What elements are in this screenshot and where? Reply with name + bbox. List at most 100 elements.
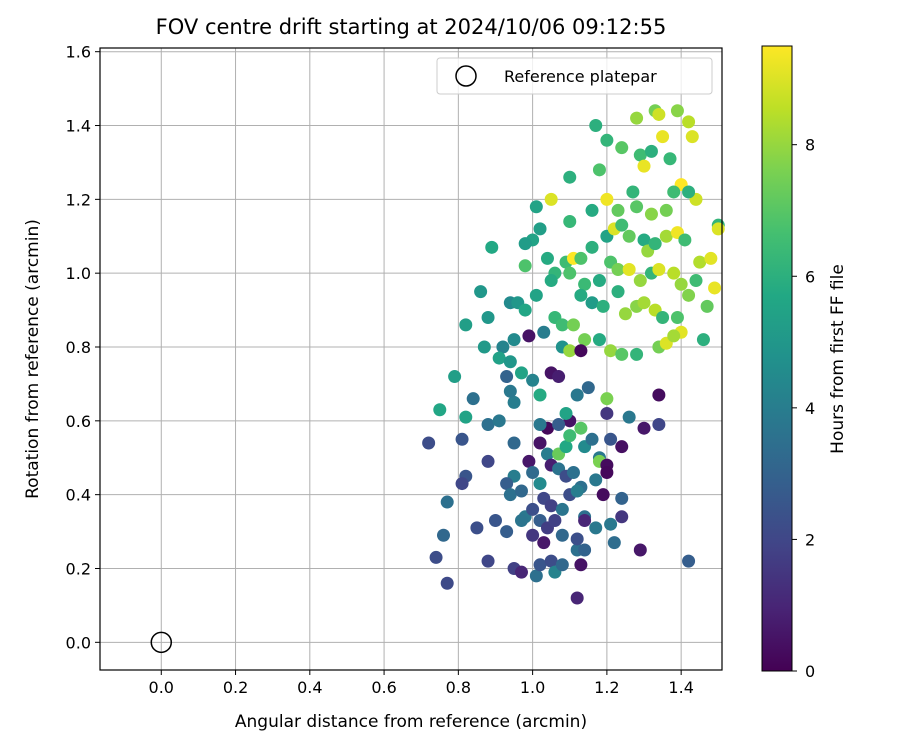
scatter-point	[526, 466, 540, 480]
colorbar-tick-label: 0	[805, 662, 815, 681]
scatter-point	[615, 510, 629, 524]
x-tick-label: 1.4	[668, 678, 693, 697]
scatter-point	[600, 192, 614, 206]
scatter-point	[503, 488, 517, 502]
scatter-point	[578, 277, 592, 291]
scatter-point	[552, 418, 566, 432]
scatter-point	[500, 525, 514, 539]
scatter-point	[630, 347, 644, 361]
scatter-point	[570, 532, 584, 546]
scatter-point	[459, 318, 473, 332]
plot-frame	[99, 47, 723, 671]
scatter-point	[682, 185, 696, 199]
scatter-point	[488, 513, 502, 527]
scatter-point	[600, 392, 614, 406]
scatter-point	[585, 203, 599, 217]
x-tick-label: 1.2	[594, 678, 619, 697]
scatter-point	[611, 262, 625, 276]
scatter-point	[537, 536, 551, 550]
scatter-point	[589, 521, 603, 535]
scatter-point	[656, 130, 670, 144]
scatter-point	[514, 366, 528, 380]
scatter-point	[555, 318, 569, 332]
scatter-point	[630, 200, 644, 214]
scatter-point	[637, 296, 651, 310]
scatter-point	[689, 274, 703, 288]
scatter-point	[700, 299, 714, 313]
scatter-point	[682, 554, 696, 568]
scatter-point	[596, 299, 610, 313]
legend-reference-icon	[455, 65, 477, 87]
reference-platepar-marker	[150, 631, 173, 654]
scatter-point	[589, 119, 603, 133]
scatter-point	[514, 565, 528, 579]
scatter-point	[436, 528, 450, 542]
scatter-point	[585, 240, 599, 254]
scatter-point	[637, 421, 651, 435]
reference-marker	[150, 631, 173, 654]
scatter-point	[529, 288, 543, 302]
scatter-point	[615, 141, 629, 155]
scatter-point	[518, 259, 532, 273]
scatter-point	[459, 410, 473, 424]
colorbar-tick-label: 2	[805, 530, 815, 549]
scatter-point	[637, 233, 651, 247]
chart-title: FOV centre drift starting at 2024/10/06 …	[156, 15, 667, 39]
scatter-point	[570, 484, 584, 498]
scatter-point	[533, 436, 547, 450]
y-tick-label: 1.4	[66, 117, 91, 136]
scatter-point	[526, 502, 540, 516]
scatter-point	[585, 432, 599, 446]
scatter-point	[533, 388, 547, 402]
scatter-point	[563, 344, 577, 358]
scatter-point	[585, 296, 599, 310]
scatter-point	[514, 513, 528, 527]
scatter-point	[522, 329, 536, 343]
scatter-point	[589, 473, 603, 487]
scatter-point	[615, 440, 629, 454]
scatter-point	[555, 528, 569, 542]
scatter-point	[682, 115, 696, 129]
y-tick-label: 1.6	[66, 43, 91, 62]
legend: Reference platepar	[436, 57, 713, 95]
scatter-point	[682, 288, 696, 302]
scatter-point	[600, 466, 614, 480]
x-tick-label: 0.0	[149, 678, 174, 697]
scatter-point	[496, 340, 510, 354]
scatter-point	[618, 307, 632, 321]
scatter-point	[474, 285, 488, 299]
scatter-point	[704, 251, 718, 265]
colorbar-ticks: 0 2 4 6 8	[792, 136, 815, 681]
scatter-point	[566, 318, 580, 332]
colorbar-tick-label: 8	[805, 136, 815, 155]
scatter-point	[481, 554, 495, 568]
scatter-point	[544, 192, 558, 206]
scatter-point	[685, 130, 699, 144]
scatter-point	[670, 310, 684, 324]
scatter-point	[533, 477, 547, 491]
x-axis-ticks: 0.0 0.2 0.4 0.6 0.8 1.0 1.2 1.4	[149, 670, 694, 697]
scatter-point	[581, 381, 595, 395]
x-tick-label: 1.0	[520, 678, 545, 697]
scatter-point	[611, 203, 625, 217]
y-axis-ticks: 0.0 0.2 0.4 0.6 0.8 1.0 1.2 1.4 1.6	[66, 43, 100, 652]
scatter-point	[544, 499, 558, 513]
scatter-point	[533, 558, 547, 572]
scatter-point	[592, 274, 606, 288]
scatter-point	[648, 237, 662, 251]
scatter-point	[529, 569, 543, 583]
scatter-point	[570, 591, 584, 605]
scatter-point	[559, 440, 573, 454]
legend-reference-label: Reference platepar	[504, 67, 657, 86]
scatter-point	[485, 240, 499, 254]
scatter-point	[566, 466, 580, 480]
scatter-point	[503, 355, 517, 369]
scatter-point	[600, 406, 614, 420]
scatter-point	[507, 436, 521, 450]
scatter-point	[455, 477, 469, 491]
scatter-point	[670, 104, 684, 118]
scatter-point	[693, 255, 707, 269]
y-tick-label: 0.0	[66, 633, 91, 652]
scatter-point	[574, 288, 588, 302]
